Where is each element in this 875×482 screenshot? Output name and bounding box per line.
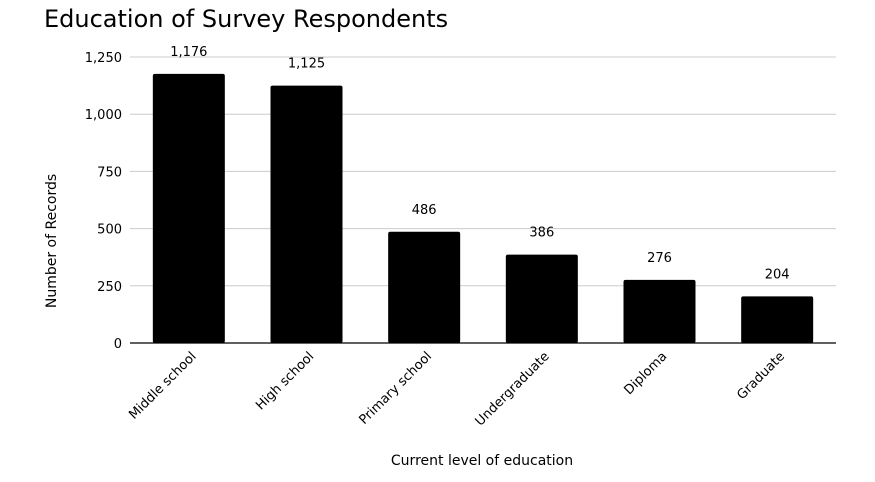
y-tick-label: 0 xyxy=(114,337,122,352)
x-tick-label: High school xyxy=(253,349,317,413)
data-label: 1,176 xyxy=(170,45,207,60)
y-tick-label: 500 xyxy=(97,223,122,238)
bars xyxy=(152,73,814,343)
data-label: 1,125 xyxy=(288,57,325,72)
y-axis-title: Number of Records xyxy=(44,174,60,308)
bar xyxy=(623,279,696,343)
y-tick-label: 1,250 xyxy=(85,51,122,66)
x-axis-title: Current level of education xyxy=(391,453,573,469)
bar xyxy=(152,73,225,343)
x-tick-label: Middle school xyxy=(126,349,199,422)
y-tick-label: 750 xyxy=(97,165,122,180)
x-axis-ticks: Middle school High school Primary school Un… xyxy=(126,349,788,429)
data-label: 386 xyxy=(529,226,554,241)
chart-title: Education of Survey Respondents xyxy=(44,5,449,33)
y-tick-label: 250 xyxy=(97,280,122,295)
data-labels: 1,176 1,125 486 386 276 204 xyxy=(170,45,789,282)
gridlines xyxy=(130,56,836,344)
y-tick-label: 1,000 xyxy=(85,108,122,123)
x-tick-label: Graduate xyxy=(734,349,788,403)
bar xyxy=(505,254,578,343)
x-tick-label: Undergraduate xyxy=(473,349,553,429)
x-tick-label: Diploma xyxy=(621,349,670,398)
data-label: 276 xyxy=(647,251,672,266)
x-tick-label: Primary school xyxy=(356,349,435,428)
bar xyxy=(741,296,814,343)
data-label: 204 xyxy=(765,267,790,282)
bar xyxy=(388,231,461,343)
bar xyxy=(270,85,343,343)
data-label: 486 xyxy=(412,203,437,218)
y-axis-ticks: 0 250 500 750 1,000 1,250 xyxy=(85,51,122,352)
